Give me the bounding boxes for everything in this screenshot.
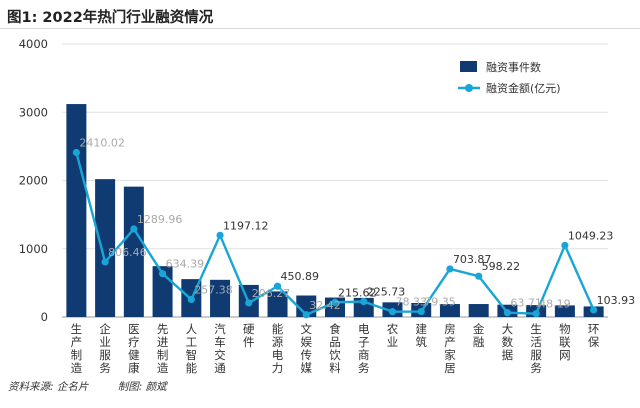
legend-swatch-bar <box>460 61 477 72</box>
x-tick-label: 农业 <box>387 322 399 349</box>
bar <box>468 304 489 317</box>
x-tick-label: 环保 <box>588 322 600 349</box>
bar <box>123 186 144 317</box>
line-point <box>72 148 80 157</box>
y-tick-label: 1000 <box>19 242 48 256</box>
bar <box>439 304 460 317</box>
data-label: 78.33 <box>395 296 427 309</box>
data-label: 103.93 <box>597 294 636 307</box>
line-point <box>187 295 195 304</box>
author-note: 制图: 颜斌 <box>117 381 167 393</box>
line-point <box>446 265 454 273</box>
x-tick-label: 先进制造 <box>157 322 169 375</box>
x-tick-label: 物联网 <box>559 322 571 362</box>
data-label: 79.35 <box>424 296 456 309</box>
line-point <box>561 241 569 249</box>
line-point <box>101 258 109 266</box>
x-tick-label: 金融 <box>473 322 485 349</box>
data-label: 806.46 <box>108 246 146 259</box>
bar <box>66 104 87 317</box>
x-tick-label: 企业服务 <box>99 322 111 375</box>
x-tick-label: 房产家居 <box>444 322 456 375</box>
legend-label-bar: 融资事件数 <box>486 61 541 74</box>
bar <box>210 279 231 317</box>
line-point <box>590 306 598 314</box>
line-point <box>475 272 483 280</box>
data-label: 450.89 <box>281 270 320 283</box>
data-label: 1197.12 <box>223 219 268 232</box>
data-label: 225.73 <box>367 286 406 299</box>
data-label: 598.22 <box>482 260 521 273</box>
x-tick-label: 生活服务 <box>530 322 542 375</box>
line-point <box>302 311 310 319</box>
x-tick-label: 人工智能 <box>186 322 198 375</box>
x-tick-label: 食品饮料 <box>329 322 341 375</box>
x-tick-label: 建筑 <box>415 322 427 349</box>
x-tick-label: 能源电力 <box>272 322 284 375</box>
data-label: 257.38 <box>194 283 233 296</box>
footer-notes: 资料来源: 企名片 制图: 颜斌 <box>8 379 193 394</box>
source-note: 资料来源: 企名片 <box>8 381 89 393</box>
data-label: 1289.96 <box>137 213 183 226</box>
chart-title: 图1: 2022年热门行业融资情况 <box>7 10 214 26</box>
line-point <box>532 310 540 318</box>
y-tick-label: 3000 <box>19 105 48 119</box>
data-label: 215.62 <box>338 286 377 299</box>
y-tick-label: 0 <box>41 310 48 324</box>
x-tick-label: 文娱传媒 <box>301 322 313 375</box>
bar <box>554 305 575 317</box>
x-tick-label: 生产制造 <box>71 322 83 375</box>
line-point <box>216 231 224 239</box>
data-label: 63.71 <box>510 297 541 310</box>
bar <box>267 291 288 317</box>
data-label: 1049.23 <box>568 229 614 242</box>
y-tick-label: 4000 <box>19 37 48 51</box>
data-label: 634.39 <box>166 258 205 271</box>
line-point <box>360 297 368 306</box>
title-divider <box>0 28 640 29</box>
line-point <box>158 270 167 278</box>
data-label: 48.19 <box>539 298 571 311</box>
line-point <box>245 299 253 307</box>
x-tick-label: 电子商务 <box>358 322 370 375</box>
data-label: 703.87 <box>453 253 492 266</box>
x-tick-label: 大数据 <box>502 322 514 362</box>
x-tick-label: 医疗健康 <box>128 322 140 375</box>
line-point <box>388 308 397 316</box>
y-tick-label: 2000 <box>19 174 48 188</box>
line-point <box>331 298 339 306</box>
data-label: 2410.02 <box>79 137 125 150</box>
legend-swatch-point <box>465 84 473 92</box>
legend-label-line: 融资金额(亿元) <box>486 81 561 95</box>
x-tick-label: 硬件 <box>243 322 255 349</box>
x-tick-label: 汽车交通 <box>214 322 226 375</box>
line-point <box>417 307 425 316</box>
line-point <box>273 282 282 290</box>
data-label: 32.42 <box>309 299 341 312</box>
data-label: 206.27 <box>252 287 291 300</box>
line-point <box>130 225 138 233</box>
line-point <box>503 309 512 317</box>
bar <box>95 179 116 317</box>
